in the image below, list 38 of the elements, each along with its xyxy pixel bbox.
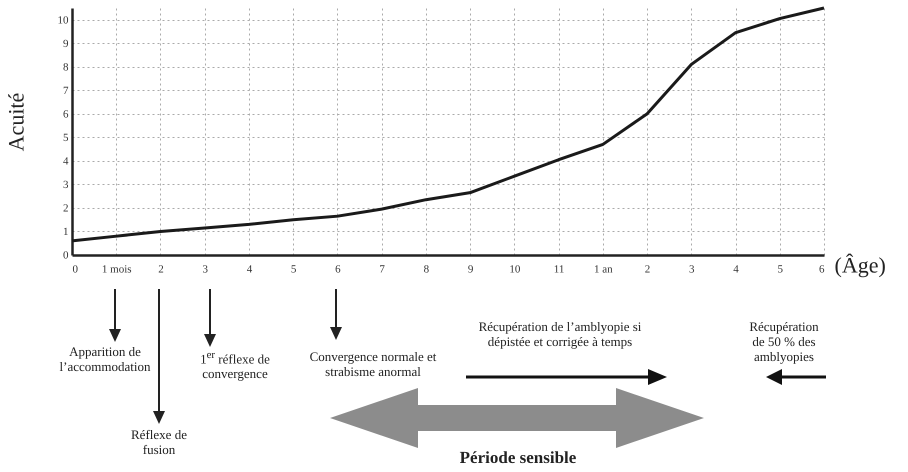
x-tick-label: 11 (554, 264, 564, 276)
text: Apparition de l’accommodation (58, 344, 152, 374)
x-tick-label: 2 (158, 264, 164, 276)
x-tick-label: 4 (246, 264, 253, 276)
text: Période sensible (458, 448, 578, 468)
x-tick-label: 5 (778, 264, 784, 276)
y-tick-label: 5 (63, 132, 69, 144)
x-tick-label: 6 (335, 264, 342, 276)
x-tick-label: 6 (819, 264, 825, 276)
y-tick-label: 1 (63, 226, 68, 238)
text: Convergence normale et strabisme anormal (308, 349, 438, 379)
text: Réflexe de fusion (130, 427, 188, 457)
x-tick-label: 3 (689, 264, 696, 276)
x-tick-label: 10 (509, 264, 521, 276)
x-tick-label: 7 (379, 264, 386, 276)
y-tick-label: 9 (63, 38, 69, 50)
y-tick-label: 4 (63, 155, 69, 168)
y-axis-title: Acuité (4, 92, 28, 152)
x-tick-label: 4 (733, 264, 740, 276)
x-tick-label: 1 an (594, 264, 614, 276)
y-tick-label: 7 (63, 84, 69, 97)
y-tick-label: 3 (63, 178, 69, 191)
text: 1$^{er}$ réflexe de convergence (199, 348, 271, 382)
x-tick-label: 5 (290, 264, 297, 276)
x-tick-label: 1 mois (102, 264, 132, 276)
x-axis-title: (Âge) (834, 252, 886, 278)
x-tick-label: 9 (468, 264, 474, 276)
x-tick-label: 3 (202, 264, 208, 276)
text: Récupération de 50 % des amblyopies (748, 319, 820, 364)
x-tick-label: 8 (424, 264, 430, 276)
y-tick-label: 10 (58, 14, 69, 26)
y-tick-label: 0 (63, 250, 69, 262)
text: Récupération de l’amblyopie si dépistée et corrigée à temps (478, 319, 642, 349)
x-tick-label: 2 (644, 264, 650, 276)
y-tick-label: 6 (63, 108, 69, 120)
x-tick-label: 0 (72, 264, 78, 276)
y-tick-label: 8 (63, 61, 69, 74)
y-tick-label: 2 (63, 202, 68, 214)
